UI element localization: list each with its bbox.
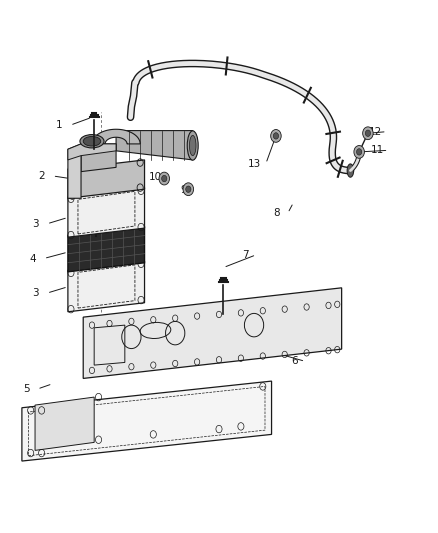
Polygon shape bbox=[68, 227, 145, 272]
Ellipse shape bbox=[187, 131, 198, 160]
Text: 13: 13 bbox=[248, 159, 261, 168]
Ellipse shape bbox=[83, 136, 101, 146]
Text: 5: 5 bbox=[23, 384, 30, 394]
Polygon shape bbox=[68, 144, 81, 198]
Circle shape bbox=[159, 172, 170, 185]
Circle shape bbox=[354, 146, 364, 158]
Polygon shape bbox=[68, 188, 145, 237]
Text: 3: 3 bbox=[32, 219, 39, 229]
Circle shape bbox=[186, 186, 191, 192]
Polygon shape bbox=[68, 261, 145, 312]
Text: 1: 1 bbox=[56, 120, 63, 130]
Polygon shape bbox=[92, 130, 140, 144]
Text: 2: 2 bbox=[38, 171, 45, 181]
Text: 9: 9 bbox=[180, 185, 187, 195]
Circle shape bbox=[357, 149, 362, 155]
Text: 10: 10 bbox=[149, 172, 162, 182]
Text: 3: 3 bbox=[32, 288, 39, 298]
Text: 12: 12 bbox=[369, 127, 382, 136]
Polygon shape bbox=[83, 288, 342, 378]
Polygon shape bbox=[35, 397, 94, 450]
Polygon shape bbox=[22, 381, 272, 461]
Circle shape bbox=[271, 130, 281, 142]
Circle shape bbox=[363, 127, 373, 140]
Text: 8: 8 bbox=[273, 208, 280, 218]
Polygon shape bbox=[68, 160, 145, 198]
Polygon shape bbox=[81, 144, 116, 172]
Polygon shape bbox=[68, 144, 116, 160]
Circle shape bbox=[162, 175, 167, 182]
Polygon shape bbox=[116, 131, 193, 160]
Text: 11: 11 bbox=[371, 146, 384, 155]
Text: 4: 4 bbox=[29, 254, 36, 263]
Text: 6: 6 bbox=[291, 357, 298, 366]
Ellipse shape bbox=[347, 164, 354, 177]
Circle shape bbox=[365, 130, 371, 136]
Ellipse shape bbox=[189, 135, 196, 156]
Circle shape bbox=[273, 133, 279, 139]
Ellipse shape bbox=[80, 134, 104, 148]
Text: 7: 7 bbox=[242, 250, 249, 260]
Circle shape bbox=[183, 183, 194, 196]
